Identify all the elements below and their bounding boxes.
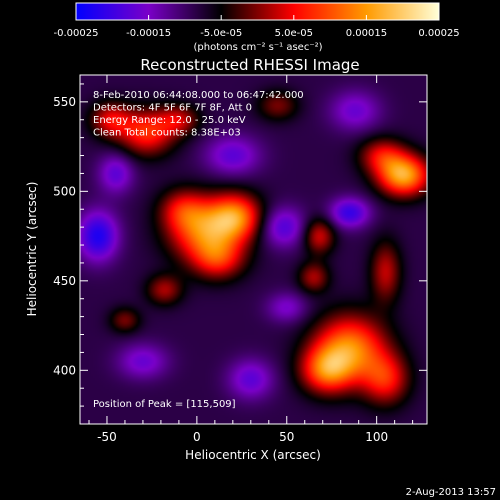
colorbar-tick-label: -0.00015 [126, 28, 171, 39]
heatmap-plot [80, 75, 427, 424]
x-tick-label: 50 [279, 430, 294, 444]
colorbar-tick-label: 0.00025 [418, 28, 459, 39]
annotation-line: Detectors: 4F 5F 6F 7F 8F, Att 0 [93, 103, 252, 114]
plot-frame [79, 74, 428, 425]
x-tick-label: 0 [193, 430, 201, 444]
colorbar: -0.00025 -0.00015 -5.0e-05 5.0e-05 0.00015 0.… [54, 2, 460, 53]
heatmap-image [80, 75, 427, 424]
peak-position-label: Position of Peak = [115,509] [93, 399, 236, 410]
y-tick-label: 500 [53, 184, 76, 198]
x-tick-label: -50 [97, 430, 117, 444]
colorbar-unit-label: (photons cm⁻² s⁻¹ asec⁻²) [193, 42, 322, 53]
annotation-line: Clean Total counts: 8.38E+03 [93, 128, 241, 139]
annotation-block: 8-Feb-2010 06:44:08.000 to 06:47:42.000 D… [93, 90, 304, 139]
colorbar-tick-label: 0.00015 [346, 28, 387, 39]
x-tick-label: 100 [365, 430, 388, 444]
annotation-line: 8-Feb-2010 06:44:08.000 to 06:47:42.000 [93, 90, 304, 101]
plot-axes: -50 0 50 100 400 450 500 550 [53, 74, 428, 444]
y-tick-label: 400 [53, 363, 76, 377]
colorbar-tick-label: 5.0e-05 [275, 28, 313, 39]
footer-date: 2-Aug-2013 13:57 [406, 487, 496, 498]
colorbar-tick-label: -5.0e-05 [200, 28, 242, 39]
y-tick-label: 450 [53, 274, 76, 288]
y-tick-label: 550 [53, 95, 76, 109]
colorbar-gradient [75, 2, 440, 21]
colorbar-tick-label: -0.00025 [54, 28, 99, 39]
chart-title: Reconstructed RHESSI Image [140, 56, 359, 74]
annotation-line: Energy Range: 12.0 - 25.0 keV [93, 115, 246, 126]
y-axis-label: Heliocentric Y (arcsec) [25, 182, 39, 317]
x-axis-label: Heliocentric X (arcsec) [185, 448, 321, 462]
